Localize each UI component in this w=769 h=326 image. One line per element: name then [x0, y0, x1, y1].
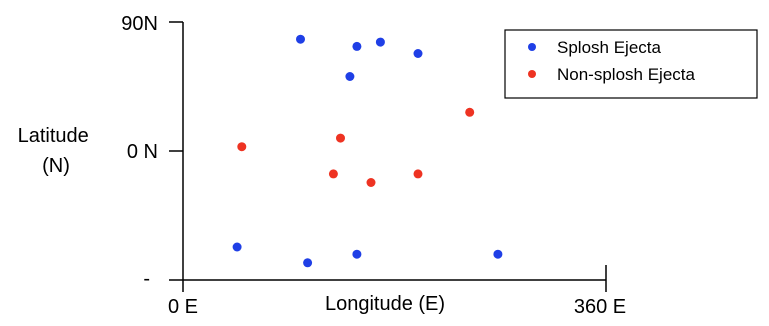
y-tick-label-top: 90N: [121, 13, 158, 35]
non-splosh-point-0: [465, 107, 475, 117]
non-splosh-point-2: [237, 142, 247, 152]
legend-label-non-splosh: Non-splosh Ejecta: [557, 65, 696, 84]
y-axis-label: Latitude (N): [18, 125, 95, 177]
splosh-point-1: [352, 41, 362, 51]
non-splosh-point-1: [336, 133, 345, 143]
y-axis-label-line-1: Latitude: [18, 125, 89, 147]
x-axis-label: Longitude (E): [325, 293, 445, 315]
splosh-point-2: [375, 37, 385, 47]
legend-box: [504, 29, 758, 99]
splosh-point-5: [232, 242, 242, 252]
splosh-point-6: [303, 258, 313, 268]
series-splosh-ejecta: [232, 34, 503, 268]
splosh-point-3: [413, 49, 423, 58]
y-tick-label-bottom: -: [143, 268, 150, 290]
legend-label-splosh: Splosh Ejecta: [557, 38, 661, 57]
splosh-point-8: [493, 249, 503, 259]
y-tick-label-mid: 0 N: [127, 141, 158, 163]
series-non-splosh-ejecta: [237, 107, 475, 187]
non-splosh-point-4: [366, 178, 376, 187]
non-splosh-point-3: [328, 169, 338, 179]
splosh-point-0: [296, 34, 305, 44]
x-tick-label-right: 360 E: [574, 296, 626, 318]
non-splosh-point-5: [413, 169, 423, 179]
splosh-point-4: [345, 72, 355, 81]
legend: Splosh Ejecta Non-splosh Ejecta: [504, 29, 758, 99]
legend-swatch-non-splosh: [528, 70, 536, 78]
legend-swatch-splosh: [528, 43, 536, 51]
y-axis-label-line-2: (N): [42, 155, 70, 177]
x-tick-label-left: 0 E: [168, 296, 198, 318]
splosh-point-7: [352, 249, 362, 259]
